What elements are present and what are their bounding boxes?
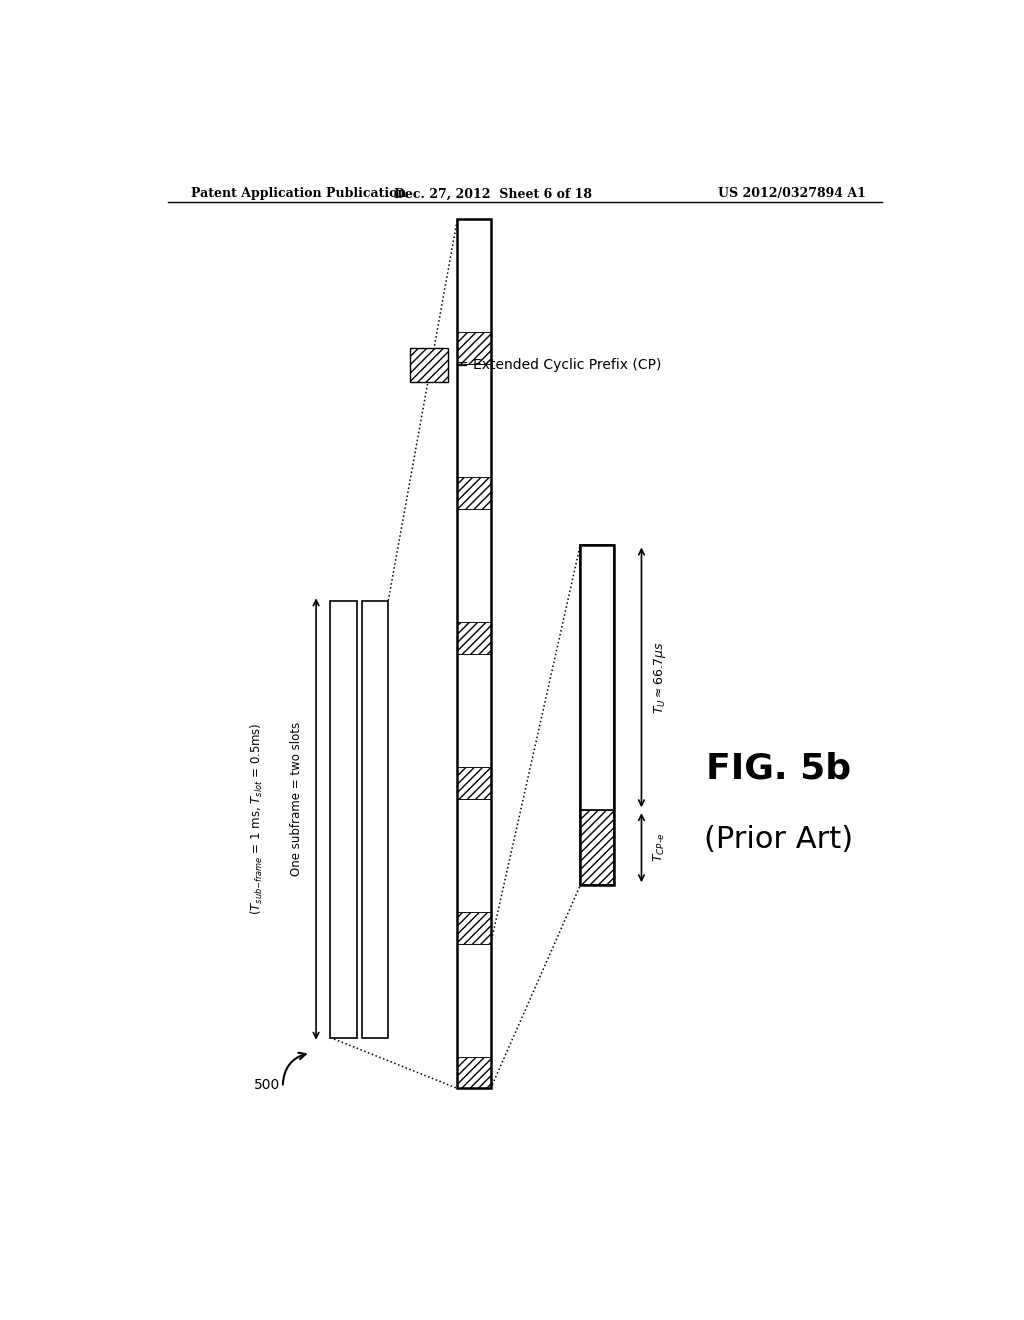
Bar [458,219,490,1089]
Text: FIG. 5b: FIG. 5b [707,751,851,785]
Bar [410,348,447,381]
Text: ($T_{sub\mathregular{-}frame}$ = 1 ms, $T_{slot}$ = 0.5ms): ($T_{sub\mathregular{-}frame}$ = 1 ms, $… [249,723,264,915]
Bar [458,364,490,478]
Bar [331,601,356,1038]
Bar [458,767,490,799]
Text: Dec. 27, 2012  Sheet 6 of 18: Dec. 27, 2012 Sheet 6 of 18 [394,187,592,201]
Bar [458,1056,490,1089]
Bar [458,219,490,333]
Text: Patent Application Publication: Patent Application Publication [191,187,407,201]
Bar [458,333,490,364]
Bar [581,810,613,886]
Bar [458,478,490,510]
Bar [458,510,490,622]
Text: $T_U\approx66.7\mu s$: $T_U\approx66.7\mu s$ [652,642,668,714]
Bar [458,653,490,767]
Bar [458,622,490,653]
Text: (Prior Art): (Prior Art) [705,825,853,854]
Text: = Extended Cyclic Prefix (CP): = Extended Cyclic Prefix (CP) [458,358,662,372]
Bar [458,944,490,1056]
Bar [581,545,613,886]
Text: $T_{CP\text{-}e}$: $T_{CP\text{-}e}$ [652,833,667,862]
Bar [458,799,490,912]
Bar [362,601,388,1038]
Text: One subframe = two slots: One subframe = two slots [290,722,303,875]
Text: 500: 500 [254,1078,280,1093]
Bar [581,545,613,810]
Text: US 2012/0327894 A1: US 2012/0327894 A1 [718,187,866,201]
Bar [458,912,490,944]
